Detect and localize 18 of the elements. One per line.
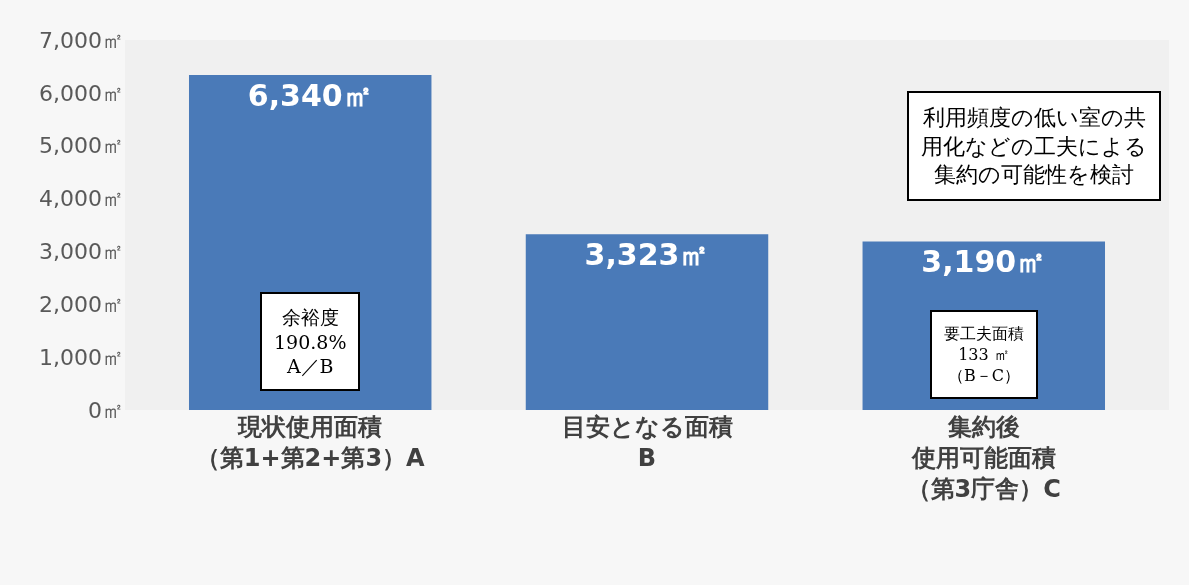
data-label: 3,190㎡: [921, 244, 1047, 280]
y-tick-label: 4,000㎡: [39, 186, 124, 212]
y-tick-label: 7,000㎡: [39, 27, 124, 53]
data-label: 6,340㎡: [247, 77, 373, 113]
annotation: 利用頻度の低い室の共用化などの工夫による集約の可能性を検討: [921, 105, 1147, 188]
data-label: 3,323㎡: [584, 237, 710, 273]
y-tick-label: 0㎡: [88, 397, 124, 423]
bar: [525, 234, 769, 410]
x-tick-label: 集約後使用可能面積（第3庁舎）C: [906, 413, 1061, 504]
y-tick-label: 5,000㎡: [39, 133, 124, 159]
y-tick-label: 6,000㎡: [39, 80, 124, 106]
y-tick-label: 1,000㎡: [39, 344, 124, 370]
y-tick-label: 2,000㎡: [39, 291, 124, 317]
annotation: 余裕度 190.8% A／B: [274, 306, 347, 378]
x-tick-label: 目安となる面積 B: [561, 413, 733, 473]
annotation: 要工夫面積 133 ㎡（B－C）: [944, 324, 1024, 385]
x-tick-label: 現状使用面積（第1+第2+第3）A: [195, 413, 426, 473]
y-tick-label: 3,000㎡: [39, 239, 124, 265]
